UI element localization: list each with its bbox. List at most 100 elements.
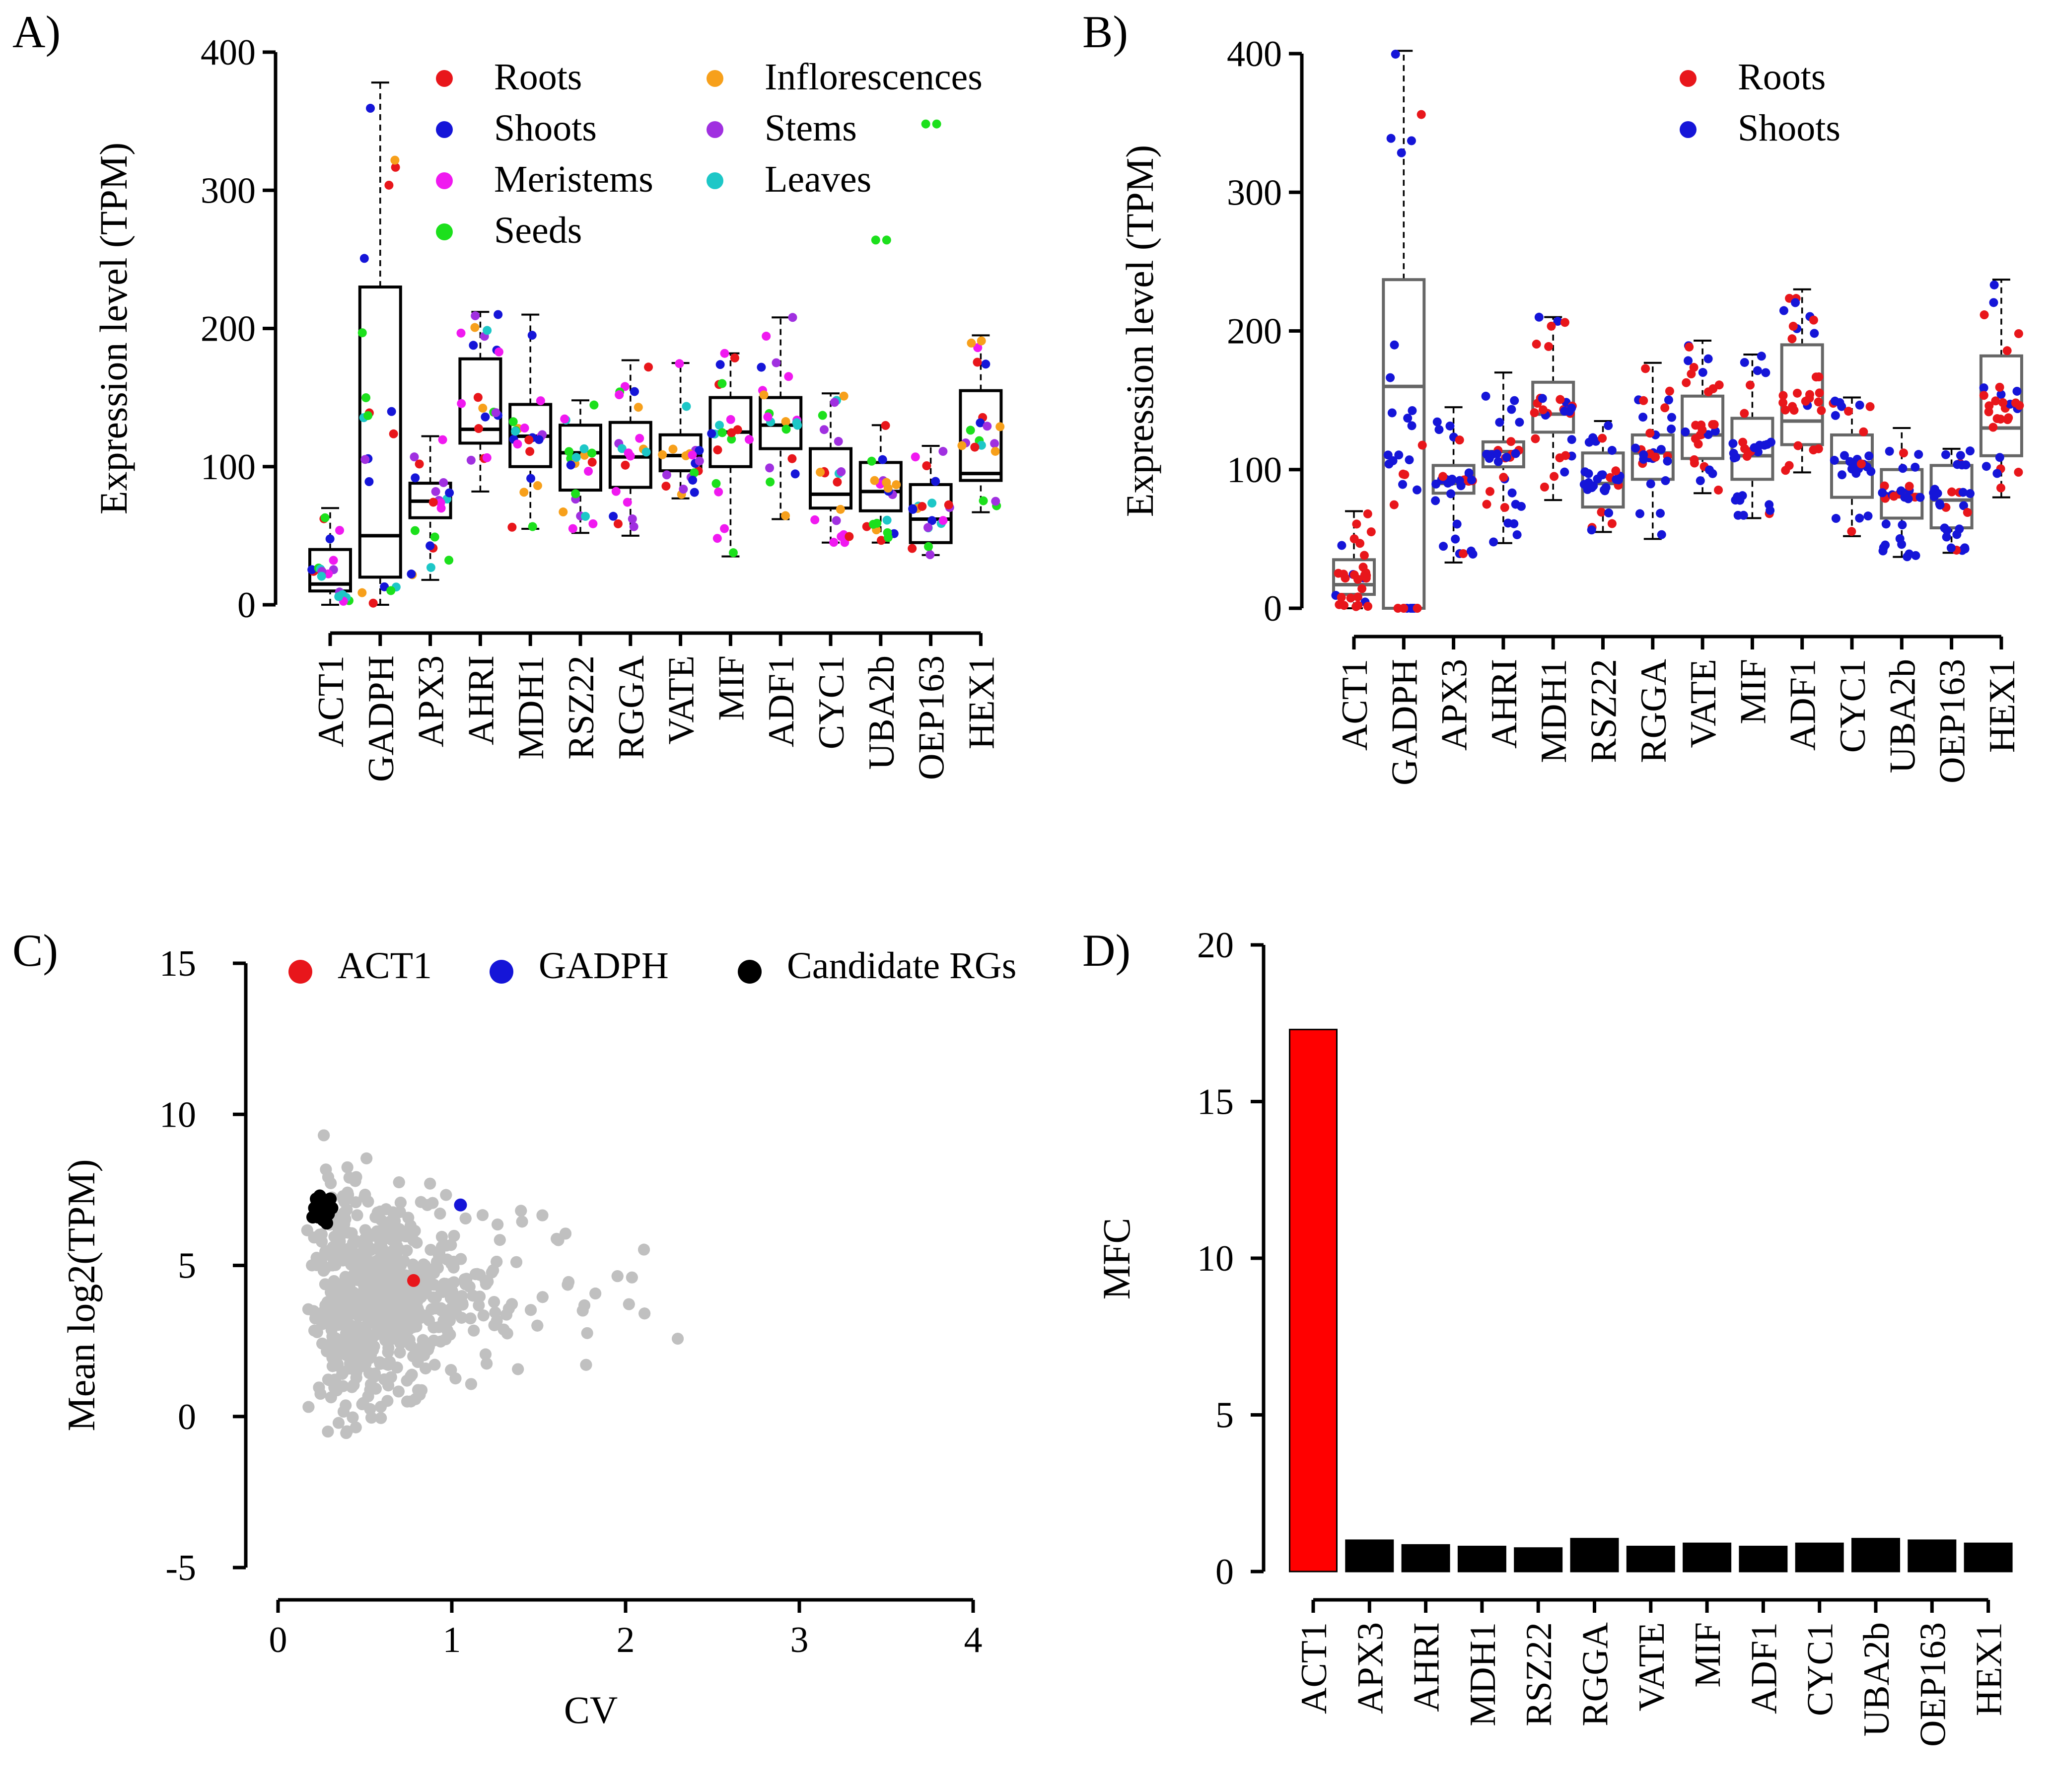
background-gene-point xyxy=(396,1292,409,1305)
x-tick-label: RSZ22 xyxy=(561,655,602,760)
data-point xyxy=(1959,501,1969,510)
data-point xyxy=(1694,439,1703,449)
data-point xyxy=(624,448,633,458)
data-point xyxy=(1905,482,1914,491)
x-tick-label: CYC1 xyxy=(811,655,852,749)
legend-label: Meristems xyxy=(494,158,653,200)
legend-marker-stems xyxy=(707,121,723,138)
legend-label: Roots xyxy=(1738,56,1826,98)
data-point xyxy=(1995,382,2004,392)
background-gene-point xyxy=(369,1382,382,1395)
data-point xyxy=(714,487,723,497)
data-point xyxy=(1359,551,1369,560)
data-point xyxy=(587,448,597,458)
data-point xyxy=(995,422,1005,431)
data-point xyxy=(436,498,445,507)
data-point xyxy=(834,436,843,446)
data-point xyxy=(634,403,643,412)
data-point xyxy=(387,407,396,416)
x-axis-title: CV xyxy=(564,1688,618,1731)
background-gene-point xyxy=(536,1291,549,1303)
x-tick-label: ADF1 xyxy=(761,655,802,747)
data-point xyxy=(1445,421,1455,430)
background-gene-point xyxy=(368,1340,380,1353)
data-point xyxy=(1607,446,1617,455)
data-point xyxy=(1413,604,1422,613)
background-gene-point xyxy=(375,1226,387,1238)
x-tick-label: MDH1 xyxy=(1534,659,1574,763)
data-point xyxy=(1611,466,1621,476)
data-point xyxy=(571,453,581,462)
panel-label-d: D) xyxy=(1082,925,1131,976)
data-point xyxy=(470,323,480,332)
data-point xyxy=(872,518,882,528)
highlight-point-act1 xyxy=(407,1274,420,1287)
data-point xyxy=(1835,398,1844,407)
data-point xyxy=(644,362,653,372)
background-gene-point xyxy=(489,1306,501,1319)
data-point xyxy=(609,511,618,521)
background-gene-point xyxy=(589,1288,602,1300)
data-point xyxy=(1641,364,1650,373)
background-gene-point xyxy=(342,1344,354,1357)
background-gene-point xyxy=(341,1204,353,1216)
data-point xyxy=(1942,532,1951,542)
data-point xyxy=(927,499,937,508)
data-point xyxy=(1397,148,1406,157)
background-gene-point xyxy=(479,1348,492,1361)
background-gene-point xyxy=(316,1318,328,1330)
data-point xyxy=(763,412,773,422)
data-point xyxy=(1996,483,2005,493)
data-point xyxy=(1989,298,1998,307)
data-point xyxy=(1731,496,1740,505)
background-gene-point xyxy=(429,1302,441,1315)
data-point xyxy=(1334,569,1343,578)
background-gene-point xyxy=(358,1191,371,1203)
data-point xyxy=(765,463,775,473)
data-point xyxy=(908,504,918,513)
data-point xyxy=(668,444,678,454)
data-point xyxy=(720,349,729,358)
data-point xyxy=(526,474,536,483)
background-gene-point xyxy=(405,1395,417,1408)
data-point xyxy=(728,548,738,558)
background-gene-point xyxy=(427,1321,440,1334)
x-tick-label: MDH1 xyxy=(511,655,552,760)
data-point xyxy=(781,511,790,520)
data-point xyxy=(781,425,791,434)
data-point xyxy=(1904,494,1913,503)
background-gene-point xyxy=(501,1327,513,1340)
data-point xyxy=(1357,584,1367,593)
data-point xyxy=(818,411,827,420)
data-point xyxy=(1438,472,1448,481)
data-point xyxy=(790,469,800,479)
data-point xyxy=(1965,446,1975,456)
data-point xyxy=(587,457,597,467)
background-gene-point xyxy=(626,1271,638,1284)
data-point xyxy=(707,429,716,438)
box-GADPH xyxy=(358,286,402,579)
background-gene-point xyxy=(375,1412,387,1424)
data-point xyxy=(1353,592,1362,602)
background-gene-point xyxy=(315,1256,328,1268)
bar-HEX1 xyxy=(1964,1542,2013,1573)
box-CYC1 xyxy=(1830,433,1874,499)
data-point xyxy=(1363,602,1373,611)
data-point xyxy=(335,526,345,535)
data-point xyxy=(527,331,537,340)
y-tick-label: 5 xyxy=(1215,1395,1234,1436)
data-point xyxy=(1403,414,1413,423)
data-point xyxy=(1742,452,1752,461)
background-gene-point xyxy=(444,1328,456,1341)
background-gene-point xyxy=(375,1298,388,1310)
data-point xyxy=(977,336,986,346)
data-point xyxy=(1361,568,1371,577)
background-gene-point xyxy=(313,1381,325,1394)
data-point xyxy=(1631,443,1640,453)
data-point xyxy=(1781,466,1790,475)
data-point xyxy=(1810,329,1819,338)
background-gene-point xyxy=(317,1305,330,1318)
data-point xyxy=(617,444,627,453)
background-gene-point xyxy=(350,1196,362,1209)
data-point xyxy=(1351,602,1361,611)
